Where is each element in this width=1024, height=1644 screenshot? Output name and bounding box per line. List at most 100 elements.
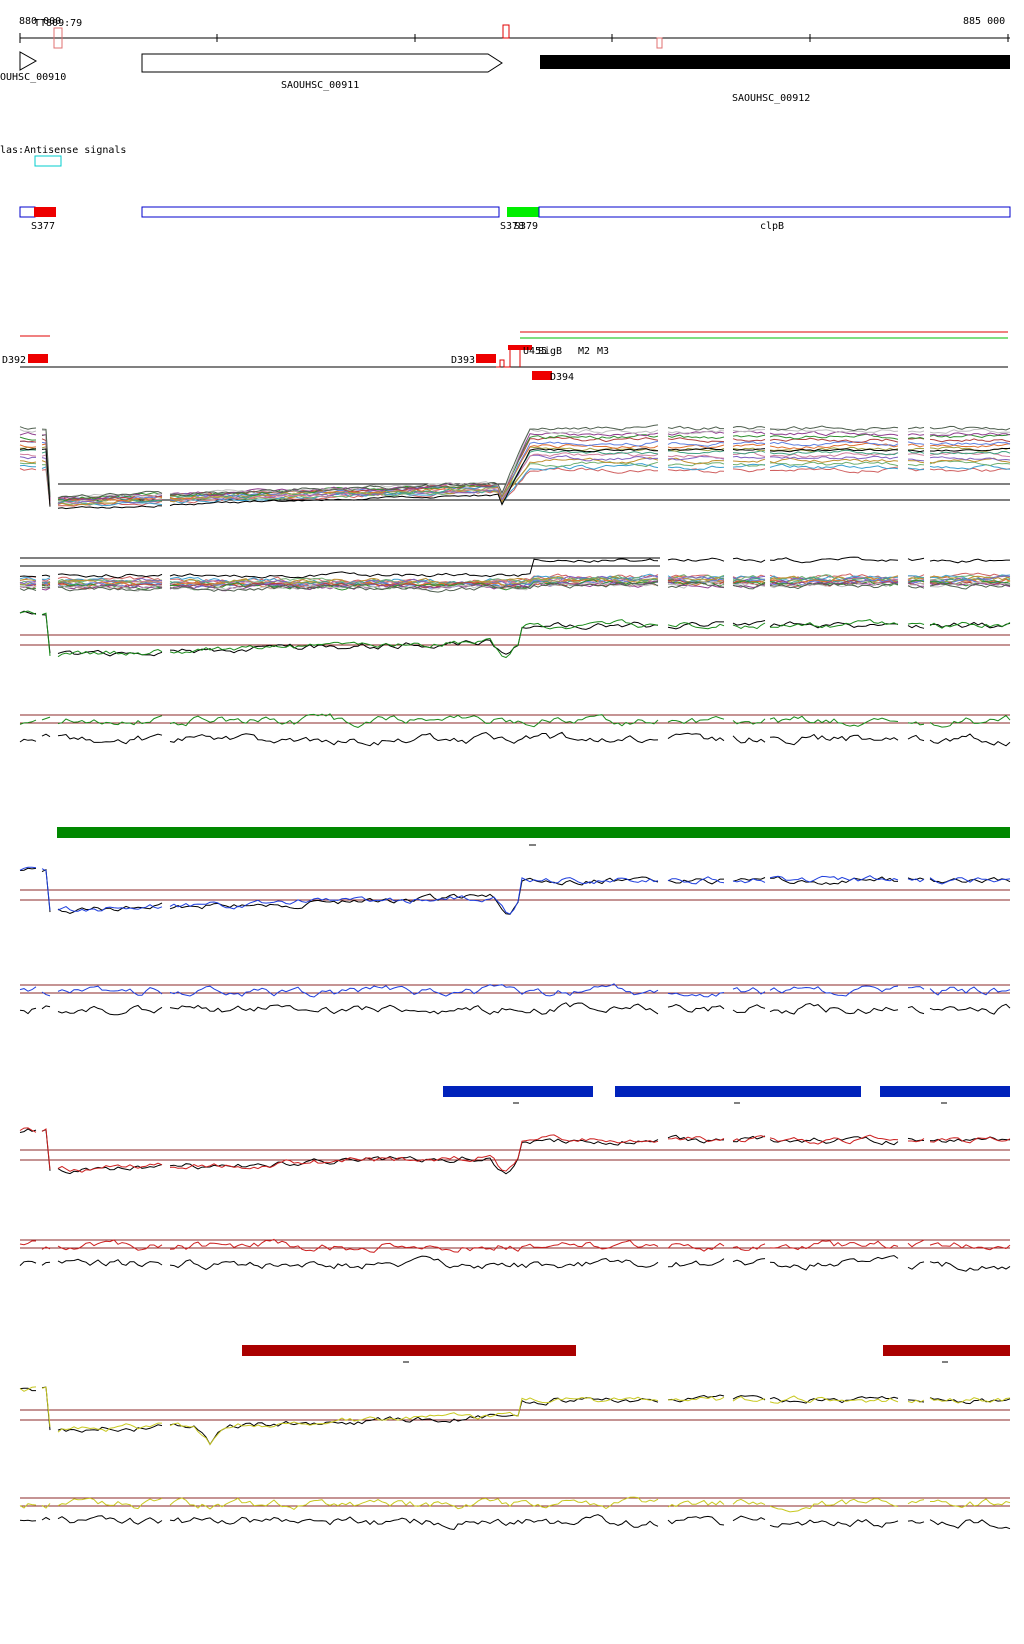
expression-line: [769, 556, 899, 564]
expression-line: [929, 1397, 1011, 1404]
gene-label: SAOUHSC_00911: [281, 80, 359, 91]
segment-label: clpB: [760, 221, 784, 232]
expression-line: [19, 575, 37, 578]
expression-line: [19, 431, 37, 436]
segment-box[interactable]: [19, 206, 36, 218]
expression-line: [169, 983, 659, 998]
expression-line: [57, 583, 163, 590]
condition-bar-red[interactable]: [883, 1345, 1010, 1356]
expression-line: [57, 1258, 163, 1268]
gene-block[interactable]: [540, 55, 1010, 69]
expression-line: [19, 578, 37, 582]
expression-line: [19, 585, 37, 588]
expression-line: [41, 1261, 51, 1266]
expression-line: [57, 985, 163, 996]
expression-line: [169, 467, 659, 504]
expression-line: [57, 1239, 163, 1251]
expression-line: [732, 1515, 766, 1522]
expression-line: [19, 440, 37, 443]
expression-line: [169, 1496, 659, 1511]
expression-line: [667, 579, 725, 585]
expression-line: [667, 878, 724, 885]
expression-line: [19, 448, 37, 451]
expression-line: [907, 453, 925, 456]
segment-box[interactable]: [538, 206, 1011, 218]
expression-line: [41, 868, 51, 911]
expression-line: [732, 718, 766, 725]
expression-line: [929, 1261, 1011, 1272]
coordinate-ruler: 880 000 885 000 TT809:79: [19, 16, 1010, 49]
expression-line: [41, 1005, 51, 1010]
expression-line: [907, 878, 925, 883]
segment-box[interactable]: [507, 207, 539, 217]
expression-line: [732, 1396, 766, 1402]
expression-line: [19, 464, 36, 468]
expression-line: [169, 731, 659, 747]
expression-line: [19, 444, 37, 448]
segment-box[interactable]: [34, 207, 56, 217]
expression-line: [769, 1134, 899, 1145]
gene-label: SAOUHSC_00912: [732, 93, 810, 104]
expression-line: [57, 500, 163, 507]
expression-line: [667, 581, 725, 589]
expression-line: [57, 715, 163, 726]
expression-line: [667, 581, 725, 589]
expression-line: [19, 583, 37, 588]
segment-box[interactable]: [141, 206, 500, 218]
expression-line: [41, 1246, 51, 1250]
signal-box[interactable]: [532, 371, 552, 380]
expression-line: [769, 425, 899, 432]
expression-line: [732, 441, 766, 445]
expression-line: [667, 457, 725, 465]
expression-line: [732, 580, 766, 585]
expression-line: [169, 621, 659, 655]
expression-line: [769, 621, 899, 629]
expression-line: [907, 582, 925, 586]
expression-line: [667, 441, 725, 447]
condition-bar-green[interactable]: [57, 827, 1010, 838]
expression-line: [19, 1007, 37, 1015]
expression-line: [907, 721, 925, 726]
expression-line: [732, 1498, 766, 1506]
expression-line: [769, 875, 899, 883]
ruler-marker[interactable]: [502, 24, 510, 39]
expression-line: [769, 449, 899, 456]
segment-label: S378: [500, 221, 524, 232]
condition-bar-blue[interactable]: [615, 1086, 861, 1097]
expression-line: [929, 441, 1011, 446]
expression-line: [930, 1498, 1011, 1509]
ruler-marker[interactable]: [656, 37, 663, 49]
condition-bar-blue[interactable]: [443, 1086, 593, 1097]
signal-box[interactable]: [476, 354, 496, 363]
condition-bar-red[interactable]: [242, 1345, 576, 1356]
expression-line: [667, 622, 725, 630]
signal-box[interactable]: [508, 345, 532, 350]
expression-line: [19, 986, 37, 992]
expression-line: [907, 1499, 925, 1505]
expression-line: [667, 715, 725, 724]
expression-line: [929, 1003, 1011, 1015]
gene-label: OUHSC_00910: [0, 72, 66, 83]
expression-line: [732, 1243, 766, 1251]
expression-line: [667, 450, 725, 455]
expression-line: [169, 428, 659, 496]
expression-line: [769, 452, 899, 458]
expression-line: [769, 985, 899, 997]
expression-line: [19, 1127, 37, 1133]
expression-line: [908, 458, 925, 462]
tt-marker[interactable]: [53, 27, 63, 49]
expression-line: [19, 577, 37, 581]
signal-box[interactable]: [28, 354, 48, 363]
expression-line: [169, 461, 659, 502]
expression-line: [57, 584, 163, 592]
expression-line: [19, 468, 37, 471]
expression-line: [19, 867, 37, 871]
condition-bar-blue[interactable]: [880, 1086, 1010, 1097]
gene-arrow[interactable]: [141, 53, 503, 73]
gene-arrow[interactable]: [19, 51, 38, 71]
expression-line: [667, 1515, 725, 1526]
expression-line: [41, 1386, 51, 1427]
expression-line: [929, 1136, 1011, 1144]
expression-line: [770, 455, 899, 460]
expression-line: [907, 557, 925, 562]
